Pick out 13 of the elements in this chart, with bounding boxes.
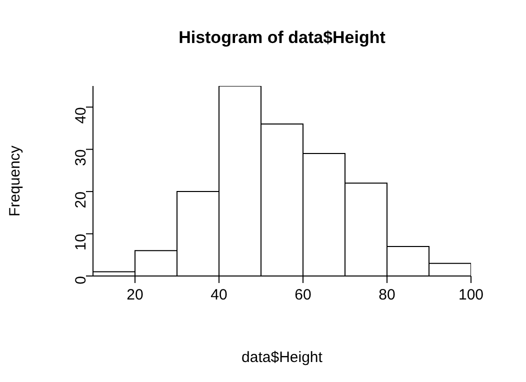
x-tick-label: 60 [294,286,312,304]
y-tick-label: 10 [72,234,90,250]
y-tick-label: 30 [72,149,90,166]
x-tick-label: 100 [458,286,484,304]
chart-title: Histogram of data$Height [178,28,386,48]
y-tick-label: 0 [72,276,90,284]
x-axis-title: data$Height [242,349,324,366]
y-tick-label: 20 [72,192,90,208]
x-tick-label: 40 [210,286,228,304]
x-tick-label: 80 [378,286,396,304]
y-axis-title: Frequency [6,145,24,216]
x-tick-label: 20 [126,286,144,304]
y-tick-label: 40 [72,107,90,124]
